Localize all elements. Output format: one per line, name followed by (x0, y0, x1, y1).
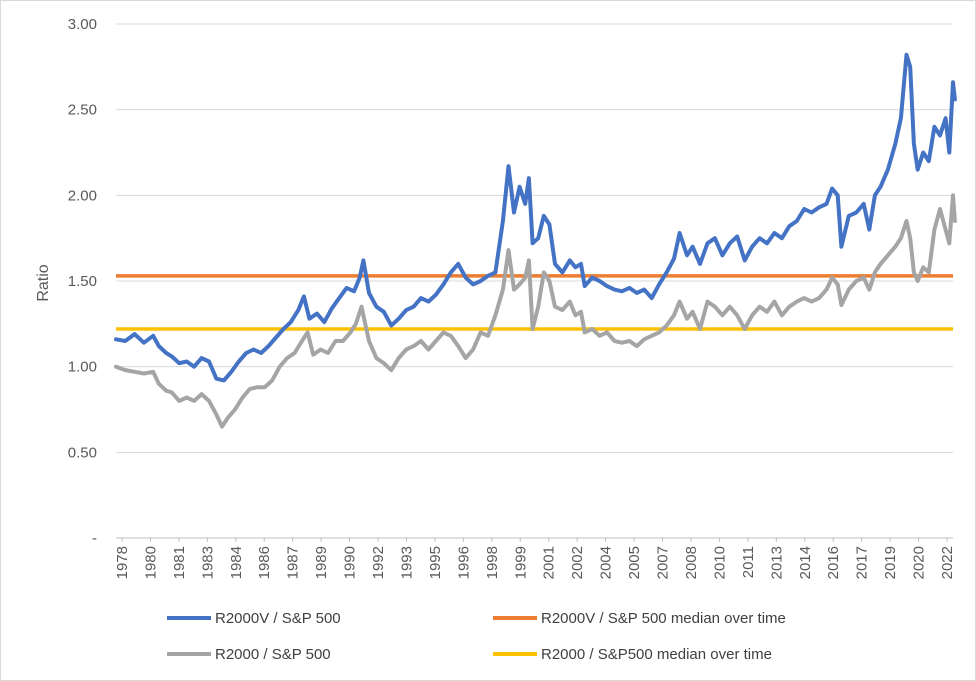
legend-label: R2000 / S&P 500 (215, 646, 331, 663)
x-tick-label: 2020 (911, 546, 928, 579)
x-tick-label: 2002 (569, 546, 586, 579)
x-tick-label: 2010 (711, 546, 728, 579)
y-tick-label: - (92, 530, 97, 547)
x-tick-label: 1983 (199, 546, 216, 579)
legend-label: R2000V / S&P 500 median over time (541, 610, 786, 627)
x-tick-label: 1980 (142, 546, 159, 579)
x-tick-label: 2007 (655, 546, 672, 579)
y-tick-label: 1.50 (68, 273, 97, 290)
x-tick-label: 1987 (285, 546, 302, 579)
legend-label: R2000 / S&P500 median over time (541, 646, 772, 663)
y-tick-label: 3.00 (68, 16, 97, 33)
y-axis-title: Ratio (35, 264, 52, 301)
x-tick-label: 2008 (683, 546, 700, 579)
x-tick-label: 2017 (854, 546, 871, 579)
x-tick-label: 2004 (598, 546, 615, 579)
x-tick-label: 1978 (114, 546, 131, 579)
x-tick-label: 1993 (398, 546, 415, 579)
series-lines (114, 52, 957, 429)
x-tick-label: 2011 (740, 546, 757, 578)
x-tick-label: 2019 (882, 546, 899, 579)
x-tick-label: 2016 (825, 546, 842, 579)
x-tick-label: 1986 (256, 546, 273, 579)
y-tick-label: 2.50 (68, 102, 97, 119)
x-tick-label: 1996 (455, 546, 472, 579)
x-tick-label: 2005 (626, 546, 643, 579)
x-tick-label: 2013 (768, 546, 785, 579)
x-tick-label: 1990 (342, 546, 359, 579)
x-tick-label: 1995 (427, 546, 444, 579)
x-tick-label: 1984 (228, 546, 245, 579)
x-tick-label: 1981 (171, 546, 188, 579)
x-tick-label: 2022 (939, 546, 956, 579)
legend: R2000V / S&P 500 R2000V / S&P 500 median … (167, 610, 786, 663)
series-line-1 (114, 193, 957, 429)
x-axis-ticks: 1978 1980 1981 1983 1984 1986 1987 1989 1990 1992… (114, 538, 956, 579)
y-tick-label: 2.00 (68, 187, 97, 204)
x-tick-label: 1989 (313, 546, 330, 579)
y-axis-ticks: - 0.50 1.00 1.50 2.00 2.50 3.00 (68, 16, 97, 547)
x-tick-label: 2001 (541, 546, 558, 579)
y-tick-label: 1.00 (68, 359, 97, 376)
x-tick-label: 1998 (484, 546, 501, 579)
y-tick-label: 0.50 (68, 444, 97, 461)
x-tick-label: 2014 (797, 546, 814, 579)
x-tick-label: 1992 (370, 546, 387, 579)
legend-label: R2000V / S&P 500 (215, 610, 341, 627)
series-line-0 (114, 52, 957, 383)
x-tick-label: 1999 (512, 546, 529, 579)
gridlines (116, 23, 953, 539)
